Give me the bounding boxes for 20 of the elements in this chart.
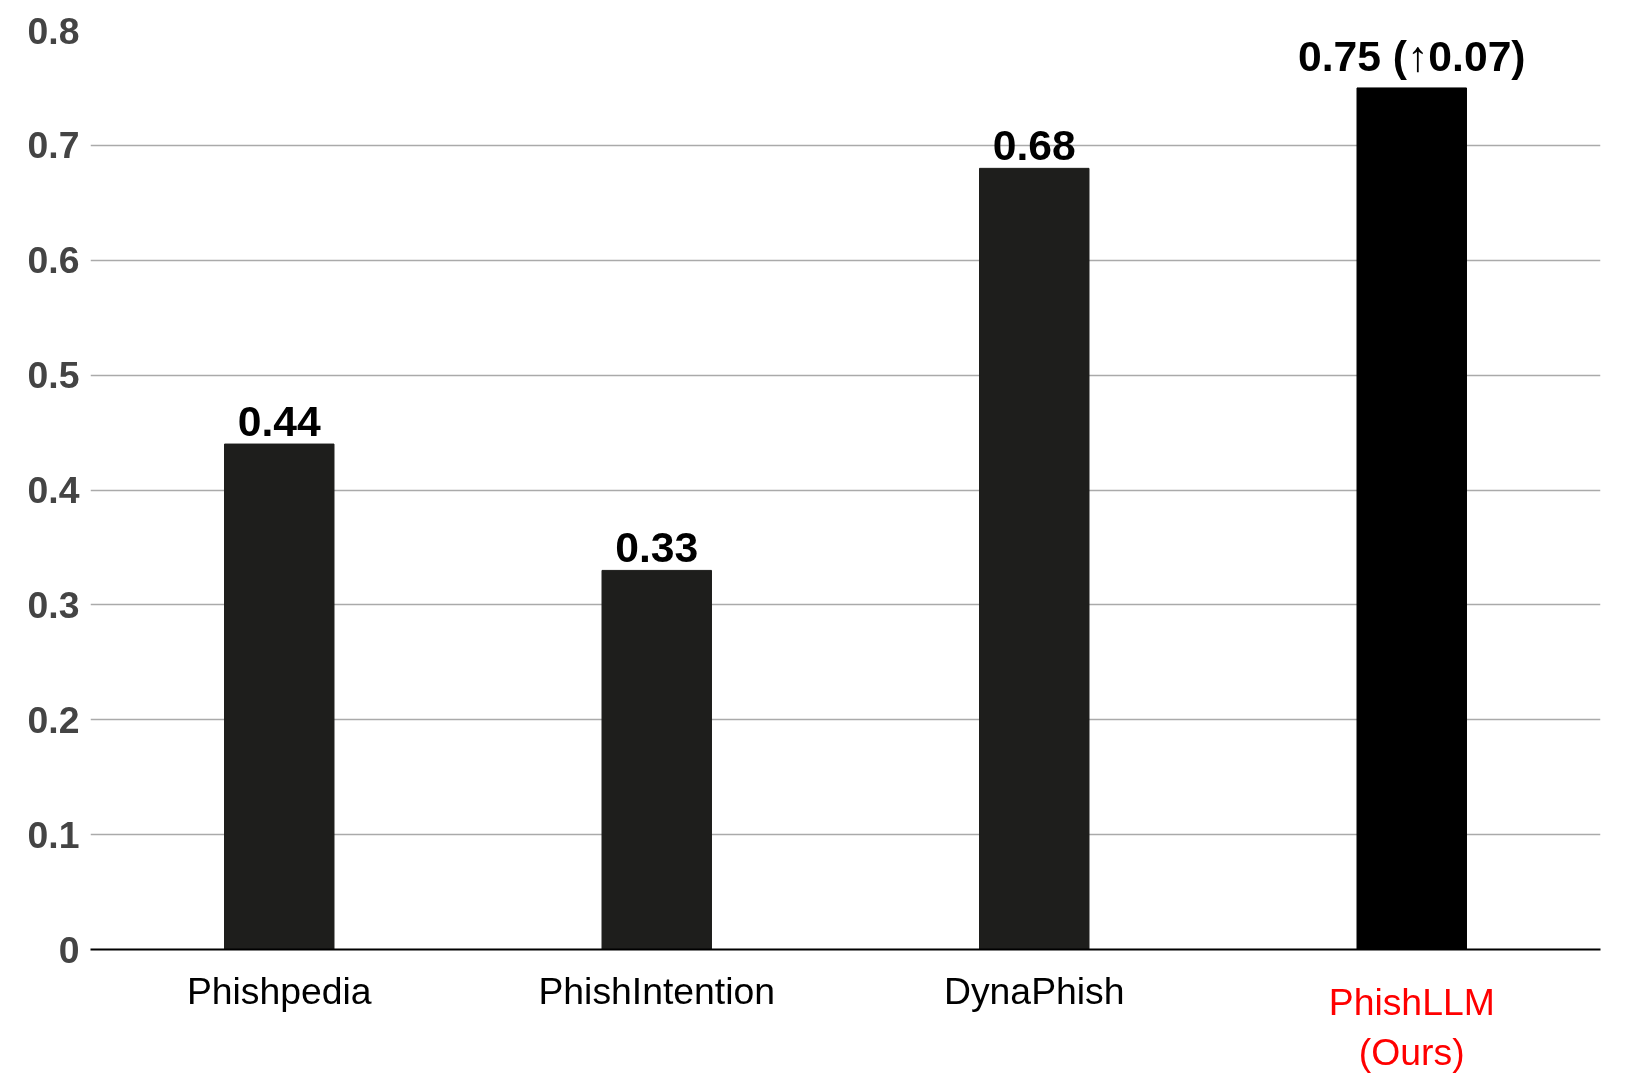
bar	[601, 569, 712, 950]
data-label: 0.44	[237, 397, 322, 446]
x-tick-label: PhishIntention	[538, 969, 776, 1012]
y-tick-label: 0.1	[27, 813, 80, 856]
y-tick-label: 0.4	[27, 469, 80, 511]
y-tick-label: 0.3	[27, 583, 80, 626]
data-label: 0.33	[615, 523, 699, 572]
bar	[979, 167, 1090, 950]
y-tick-label: 0.8	[27, 9, 80, 52]
y-tick-label: 0.7	[27, 124, 80, 167]
data-label: 0.75 (↑0.07)	[1297, 31, 1526, 80]
y-tick-label: 0.5	[27, 354, 80, 397]
x-tick-label: Phishpedia	[186, 969, 372, 1012]
y-tick-label: 0	[58, 928, 80, 971]
x-tick-label: DynaPhish	[943, 969, 1125, 1012]
bar	[224, 443, 335, 950]
y-tick-label: 0.2	[27, 698, 80, 741]
y-tick-label: 0.6	[27, 239, 80, 282]
x-tick-label: PhishLLM (Ours)	[1328, 980, 1495, 1073]
data-label: 0.68	[992, 121, 1076, 170]
